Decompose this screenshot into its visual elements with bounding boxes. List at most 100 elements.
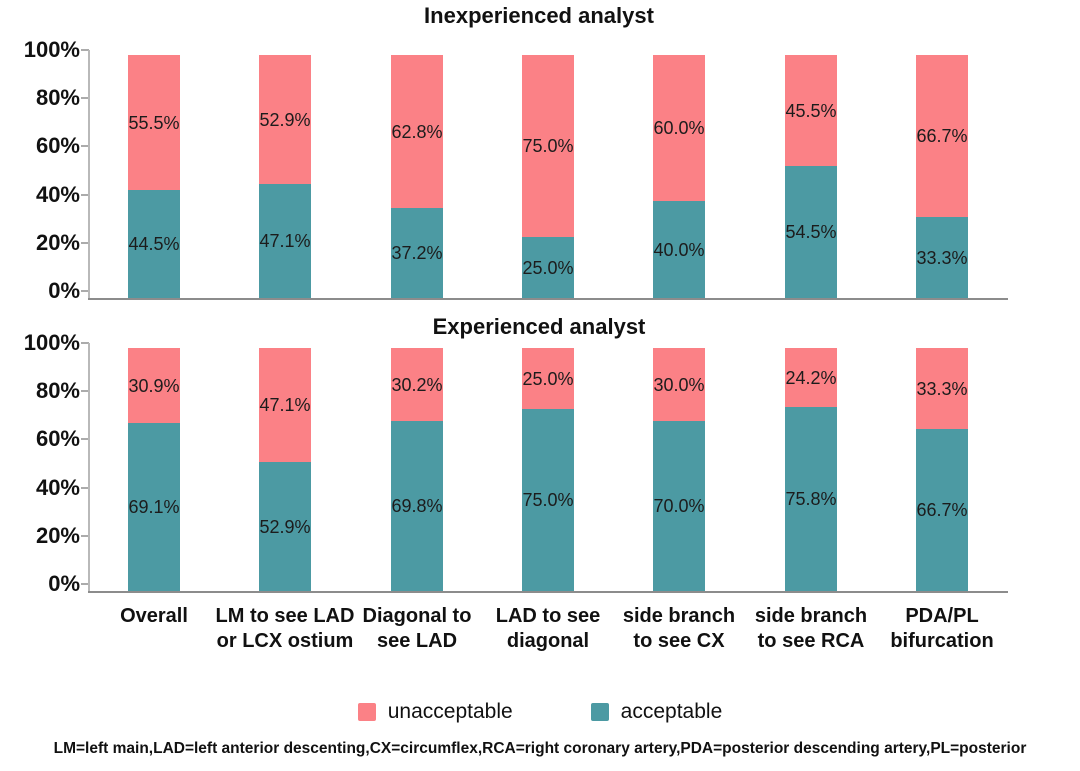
value-label-acceptable: 37.2%	[391, 243, 443, 263]
value-label-unacceptable: 66.7%	[916, 126, 968, 146]
value-label-acceptable: 40.0%	[653, 240, 705, 260]
bar-segment-unacceptable	[785, 348, 837, 407]
value-label-unacceptable: 45.5%	[785, 101, 837, 121]
value-label-unacceptable: 33.3%	[916, 379, 968, 399]
value-label-acceptable: 33.3%	[916, 248, 968, 268]
value-label-acceptable: 52.9%	[259, 517, 311, 537]
category-label: PDA/PL bifurcation	[845, 604, 1039, 654]
acceptable-swatch	[590, 703, 609, 721]
category-label-line: to see RCA	[757, 630, 865, 652]
category-label: side branch to see RCA	[714, 604, 908, 654]
y-tick-mark	[81, 438, 89, 441]
category-label: Diagonal to see LAD	[320, 604, 514, 654]
y-axis-line	[88, 50, 90, 300]
y-tick-label: 20%	[35, 229, 80, 255]
panel-title: Inexperienced analyst	[424, 3, 654, 28]
bar-segment-acceptable	[522, 237, 574, 298]
bar-segment-unacceptable	[259, 348, 311, 462]
y-tick-label: 60%	[35, 426, 80, 452]
legend: unacceptable acceptable	[0, 700, 1080, 724]
y-tick-label: 80%	[35, 85, 80, 111]
value-label-acceptable: 75.0%	[522, 490, 574, 510]
category-label-line: LM to see LAD	[215, 605, 355, 627]
value-label-unacceptable: 60.0%	[653, 118, 705, 138]
bar-segment-acceptable	[391, 421, 443, 591]
category-label-line: see LAD	[376, 630, 458, 652]
category-label-line: LAD to see	[495, 605, 601, 627]
value-label-unacceptable: 55.5%	[128, 113, 180, 133]
bar-segment-acceptable	[785, 166, 837, 298]
category-label-line: side branch	[622, 605, 736, 627]
y-tick-mark	[81, 534, 89, 537]
y-tick-label: 40%	[35, 474, 80, 500]
value-label-unacceptable: 47.1%	[259, 395, 311, 415]
bar-segment-unacceptable	[391, 55, 443, 208]
bar-segment-acceptable	[391, 208, 443, 298]
legend-label-unacceptable: unacceptable	[387, 700, 513, 723]
category-label-line: side branch	[754, 605, 868, 627]
y-tick-mark	[81, 97, 89, 100]
bar-segment-unacceptable	[653, 55, 705, 201]
bar-segment-acceptable	[916, 217, 968, 298]
y-tick-mark	[81, 390, 89, 393]
y-tick-label: 80%	[35, 378, 80, 404]
x-axis-line	[88, 591, 1008, 593]
bar-segment-acceptable	[916, 429, 968, 591]
y-tick-label: 0%	[48, 571, 80, 596]
y-tick-label: 40%	[35, 181, 80, 207]
bar-segment-unacceptable	[128, 55, 180, 190]
bar-segment-acceptable	[653, 201, 705, 298]
x-axis-line	[88, 298, 1008, 300]
value-label-acceptable: 66.7%	[916, 500, 968, 520]
category-label-line: or LCX ostium	[216, 630, 354, 652]
category-label-line: to see CX	[633, 630, 725, 652]
value-label-unacceptable: 30.9%	[128, 376, 180, 396]
y-tick-mark	[81, 193, 89, 196]
y-axis-line	[88, 343, 90, 593]
bar-segment-unacceptable	[522, 55, 574, 237]
value-label-acceptable: 25.0%	[522, 258, 574, 278]
category-label-line: diagonal	[506, 630, 590, 652]
y-tick-mark	[81, 583, 89, 585]
category-label: Overall	[57, 604, 251, 629]
category-label-line: PDA/PL	[905, 605, 979, 627]
bar-segment-acceptable	[522, 409, 574, 591]
category-label: side branch to see CX	[582, 604, 776, 654]
y-tick-mark	[81, 290, 89, 292]
value-label-acceptable: 70.0%	[653, 496, 705, 516]
bar-segment-unacceptable	[259, 55, 311, 184]
value-label-unacceptable: 30.0%	[653, 375, 705, 395]
y-tick-label: 100%	[23, 37, 80, 62]
bar-segment-unacceptable	[916, 55, 968, 217]
value-label-acceptable: 47.1%	[259, 231, 311, 251]
abbreviations-footnote: LM=left main,LAD=left anterior descentin…	[53, 740, 1027, 757]
y-tick-label: 100%	[23, 330, 80, 355]
legend-item-acceptable: acceptable	[590, 700, 723, 724]
unacceptable-swatch	[357, 703, 376, 721]
value-label-acceptable: 69.8%	[391, 496, 443, 516]
bar-segment-unacceptable	[128, 348, 180, 423]
legend-label-acceptable: acceptable	[620, 700, 723, 723]
value-label-unacceptable: 30.2%	[391, 375, 443, 395]
bar-segment-unacceptable	[785, 55, 837, 166]
y-tick-label: 20%	[35, 522, 80, 548]
legend-item-unacceptable: unacceptable	[357, 700, 513, 724]
category-label-line: bifurcation	[890, 630, 994, 652]
y-tick-mark	[81, 145, 89, 148]
y-tick-mark	[81, 241, 89, 244]
value-label-acceptable: 44.5%	[128, 234, 180, 254]
bar-segment-acceptable	[653, 421, 705, 591]
value-label-unacceptable: 25.0%	[522, 369, 574, 389]
y-tick-mark	[81, 49, 89, 51]
value-label-acceptable: 54.5%	[785, 222, 837, 242]
y-tick-label: 0%	[48, 278, 80, 303]
bar-segment-acceptable	[259, 184, 311, 298]
category-label: LM to see LAD or LCX ostium	[188, 604, 382, 654]
value-label-unacceptable: 75.0%	[522, 136, 574, 156]
y-tick-mark	[81, 486, 89, 489]
y-tick-mark	[81, 342, 89, 344]
bar-segment-acceptable	[259, 462, 311, 591]
value-label-acceptable: 69.1%	[128, 497, 180, 517]
bar-segment-unacceptable	[916, 348, 968, 429]
